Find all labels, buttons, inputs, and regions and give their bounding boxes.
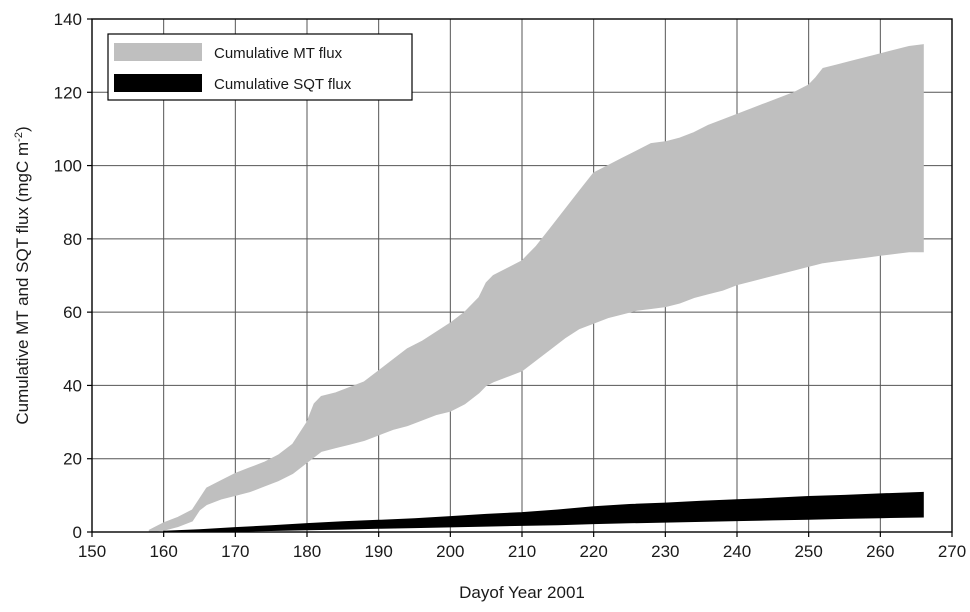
plot-area: [91, 18, 953, 533]
x-tick-label-180: 180: [293, 542, 321, 561]
x-tick-label-190: 190: [364, 542, 392, 561]
x-tick-label-160: 160: [149, 542, 177, 561]
y-tick-label-20: 20: [63, 450, 82, 469]
y-tick-label-60: 60: [63, 303, 82, 322]
legend: Cumulative MT flux Cumulative SQT flux: [107, 33, 413, 101]
series-area-sqt: [163, 491, 924, 533]
x-tick-label-210: 210: [508, 542, 536, 561]
y-tick-label-120: 120: [54, 83, 82, 102]
y-tick-label-100: 100: [54, 157, 82, 176]
x-tick-label-270: 270: [938, 542, 966, 561]
y-tick-label-40: 40: [63, 376, 82, 395]
legend-label-mt: Cumulative MT flux: [214, 45, 343, 62]
x-tick-label-230: 230: [651, 542, 679, 561]
x-tick-label-220: 220: [579, 542, 607, 561]
y-axis-label-main: Cumulative MT and SQT flux (mgC m: [13, 142, 32, 425]
x-tick-label-250: 250: [794, 542, 822, 561]
x-tick-label-240: 240: [723, 542, 751, 561]
y-axis-label: Cumulative MT and SQT flux (mgC m-2): [13, 126, 32, 424]
y-tick-label-140: 140: [54, 10, 82, 29]
legend-swatch-sqt: [114, 74, 202, 92]
x-tick-label-260: 260: [866, 542, 894, 561]
x-axis-ticks: 150 160 170 180 190 200 210 220 230 240 250 260 270: [78, 532, 966, 561]
y-tick-label-80: 80: [63, 230, 82, 249]
y-axis-label-superscript: -2: [13, 132, 25, 142]
legend-label-sqt: Cumulative SQT flux: [214, 76, 352, 93]
x-tick-label-200: 200: [436, 542, 464, 561]
x-tick-label-150: 150: [78, 542, 106, 561]
series-area-mt: [148, 44, 924, 533]
x-axis-label: Dayof Year 2001: [459, 583, 585, 602]
legend-swatch-mt: [114, 43, 202, 61]
series-areas: [148, 44, 924, 533]
y-axis-label-end: ): [13, 126, 32, 132]
y-tick-label-0: 0: [73, 523, 82, 542]
y-axis-ticks: 0 20 40 60 80 100 120 140: [54, 10, 92, 542]
x-tick-label-170: 170: [221, 542, 249, 561]
